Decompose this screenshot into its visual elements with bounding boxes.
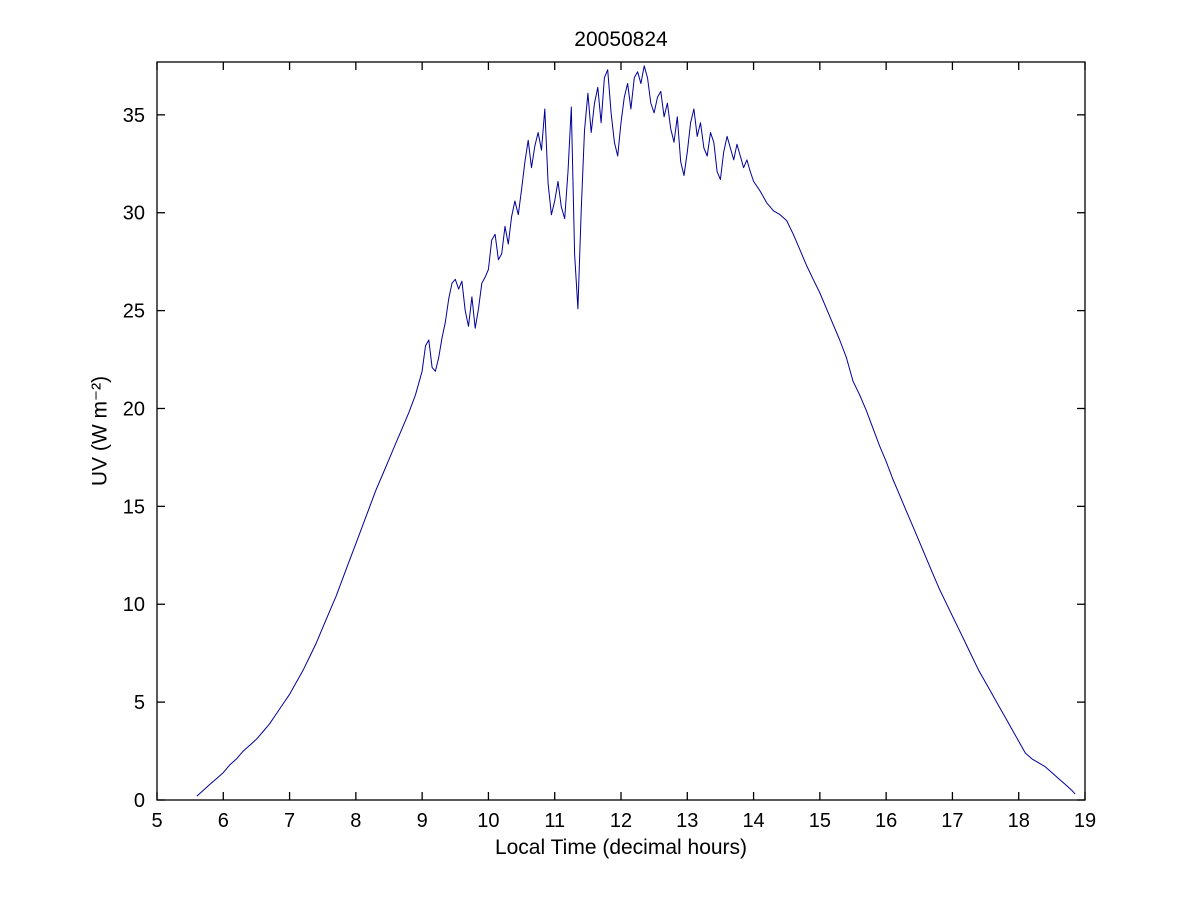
y-tick-label: 30: [123, 203, 145, 225]
y-tick-label: 35: [123, 105, 145, 127]
x-tick-label: 19: [1074, 810, 1096, 832]
x-tick-label: 10: [477, 810, 499, 832]
y-tick-label: 0: [134, 790, 145, 812]
axes-box: [156, 61, 1086, 801]
x-tick-label: 5: [151, 810, 162, 832]
x-tick-label: 17: [941, 810, 963, 832]
y-tick-label: 10: [123, 594, 145, 616]
x-tick-label: 13: [676, 810, 698, 832]
x-tick-label: 8: [350, 810, 361, 832]
x-tick-label: 6: [218, 810, 229, 832]
x-tick-label: 12: [610, 810, 632, 832]
x-tick-label: 9: [417, 810, 428, 832]
x-tick-label: 11: [544, 810, 565, 832]
y-tick-label: 15: [123, 496, 145, 518]
x-tick-label: 18: [1008, 810, 1030, 832]
y-tick-label: 5: [134, 692, 145, 714]
x-tick-label: 14: [742, 810, 764, 832]
x-tick-label: 16: [875, 810, 897, 832]
y-tick-label: 20: [123, 398, 145, 420]
x-tick-label: 15: [809, 810, 831, 832]
x-tick-label: 7: [284, 810, 295, 832]
chart-title: 20050824: [574, 28, 668, 51]
x-axis-label: Local Time (decimal hours): [494, 836, 748, 859]
y-tick-label: 25: [123, 301, 145, 323]
uv-series-line: [196, 65, 1076, 797]
